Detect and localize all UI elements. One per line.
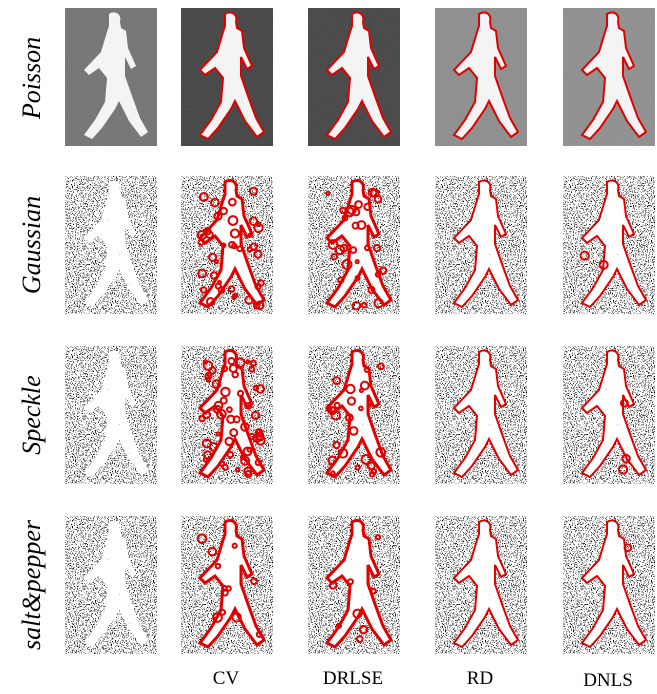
image-panel	[65, 516, 157, 654]
image-panel	[435, 346, 527, 484]
row-label: Poisson	[17, 37, 46, 120]
image-panel	[435, 176, 527, 314]
image-panel	[563, 176, 655, 314]
image-panel	[435, 8, 527, 146]
image-panel	[181, 346, 273, 484]
image-panel	[308, 346, 400, 484]
image-panel	[563, 516, 655, 654]
column-label: DNLS	[583, 670, 633, 691]
image-panel	[308, 176, 400, 314]
column-label: RD	[467, 668, 493, 689]
image-panel	[563, 8, 655, 146]
image-panel	[181, 516, 273, 654]
image-grid	[65, 8, 655, 654]
image-panel	[65, 176, 157, 314]
row-label: Speckle	[17, 375, 46, 454]
image-panel	[65, 346, 157, 484]
image-panel	[181, 176, 273, 314]
column-label: DRLSE	[323, 668, 383, 689]
figure: Poisson Gaussian Speckle salt&pepper CV …	[0, 0, 657, 694]
image-panel	[308, 516, 400, 654]
column-label: CV	[213, 668, 240, 689]
image-panel	[181, 8, 273, 146]
image-panel	[563, 346, 655, 484]
row-label: salt&pepper	[17, 519, 46, 650]
image-panel	[435, 516, 527, 654]
image-panel	[65, 8, 157, 146]
row-label: Gaussian	[17, 196, 46, 294]
image-panel	[308, 8, 400, 146]
